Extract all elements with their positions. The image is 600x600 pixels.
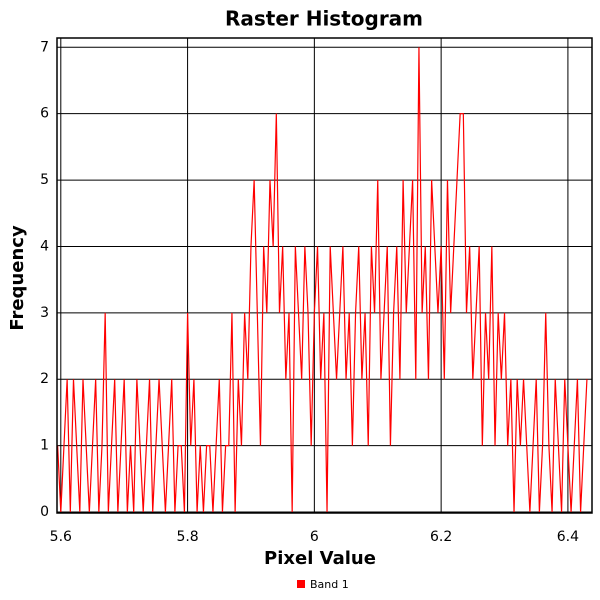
y-tick-label: 7 [40,39,49,55]
data-line [57,47,588,513]
y-tick-label: 6 [40,106,49,122]
y-tick-label: 4 [40,238,49,254]
chart-title: Raster Histogram [225,7,423,31]
plot-area [57,38,592,513]
y-tick-label: 5 [40,172,49,188]
x-tick-label: 6.4 [557,529,579,545]
x-tick-label: 6 [310,529,319,545]
x-tick-label: 6.2 [430,529,452,545]
x-axis-label: Pixel Value [264,548,376,569]
y-tick-label: 0 [40,504,49,520]
x-tick-label: 5.8 [176,529,198,545]
x-tick-label: 5.6 [50,529,72,545]
y-tick-label: 3 [40,305,49,321]
legend-swatch [297,580,305,588]
y-axis-label: Frequency [7,225,28,331]
legend-label: Band 1 [310,578,349,591]
y-tick-label: 2 [40,371,49,387]
y-tick-label: 1 [40,438,49,454]
plot-frame [56,37,593,514]
